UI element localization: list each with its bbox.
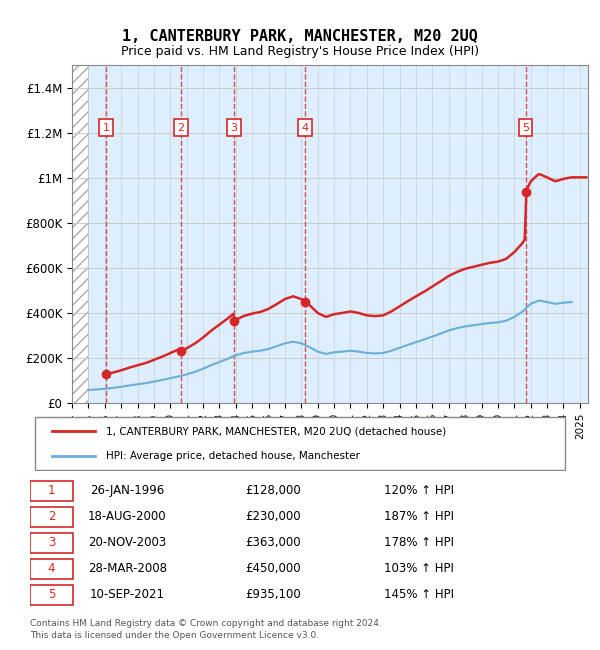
- FancyBboxPatch shape: [30, 481, 73, 501]
- FancyBboxPatch shape: [30, 533, 73, 553]
- Text: £128,000: £128,000: [245, 484, 301, 497]
- Text: 187% ↑ HPI: 187% ↑ HPI: [384, 510, 454, 523]
- Text: 120% ↑ HPI: 120% ↑ HPI: [384, 484, 454, 497]
- Text: £230,000: £230,000: [245, 510, 301, 523]
- Text: 145% ↑ HPI: 145% ↑ HPI: [384, 588, 454, 601]
- Text: £363,000: £363,000: [245, 536, 301, 549]
- Text: 5: 5: [48, 588, 55, 601]
- Text: 26-JAN-1996: 26-JAN-1996: [90, 484, 164, 497]
- Text: 10-SEP-2021: 10-SEP-2021: [90, 588, 164, 601]
- FancyBboxPatch shape: [30, 507, 73, 527]
- Text: 4: 4: [302, 123, 309, 133]
- Text: Price paid vs. HM Land Registry's House Price Index (HPI): Price paid vs. HM Land Registry's House …: [121, 46, 479, 58]
- Text: £935,100: £935,100: [245, 588, 301, 601]
- Text: 2: 2: [48, 510, 55, 523]
- Text: 4: 4: [48, 562, 55, 575]
- Text: 18-AUG-2000: 18-AUG-2000: [88, 510, 167, 523]
- Text: 178% ↑ HPI: 178% ↑ HPI: [384, 536, 454, 549]
- Text: 1: 1: [103, 123, 109, 133]
- Text: 3: 3: [230, 123, 238, 133]
- Text: 5: 5: [522, 123, 529, 133]
- Text: 1: 1: [48, 484, 55, 497]
- Text: 1, CANTERBURY PARK, MANCHESTER, M20 2UQ: 1, CANTERBURY PARK, MANCHESTER, M20 2UQ: [122, 29, 478, 44]
- Bar: [72, 65, 88, 403]
- Text: 3: 3: [48, 536, 55, 549]
- Text: 103% ↑ HPI: 103% ↑ HPI: [384, 562, 454, 575]
- FancyBboxPatch shape: [30, 585, 73, 605]
- Text: This data is licensed under the Open Government Licence v3.0.: This data is licensed under the Open Gov…: [30, 630, 319, 640]
- Text: £450,000: £450,000: [245, 562, 301, 575]
- FancyBboxPatch shape: [35, 417, 565, 470]
- Text: 1, CANTERBURY PARK, MANCHESTER, M20 2UQ (detached house): 1, CANTERBURY PARK, MANCHESTER, M20 2UQ …: [106, 426, 446, 436]
- Text: HPI: Average price, detached house, Manchester: HPI: Average price, detached house, Manc…: [106, 451, 359, 461]
- Text: 20-NOV-2003: 20-NOV-2003: [88, 536, 166, 549]
- Text: Contains HM Land Registry data © Crown copyright and database right 2024.: Contains HM Land Registry data © Crown c…: [30, 619, 382, 628]
- Text: 2: 2: [177, 123, 184, 133]
- Text: 28-MAR-2008: 28-MAR-2008: [88, 562, 167, 575]
- FancyBboxPatch shape: [30, 559, 73, 579]
